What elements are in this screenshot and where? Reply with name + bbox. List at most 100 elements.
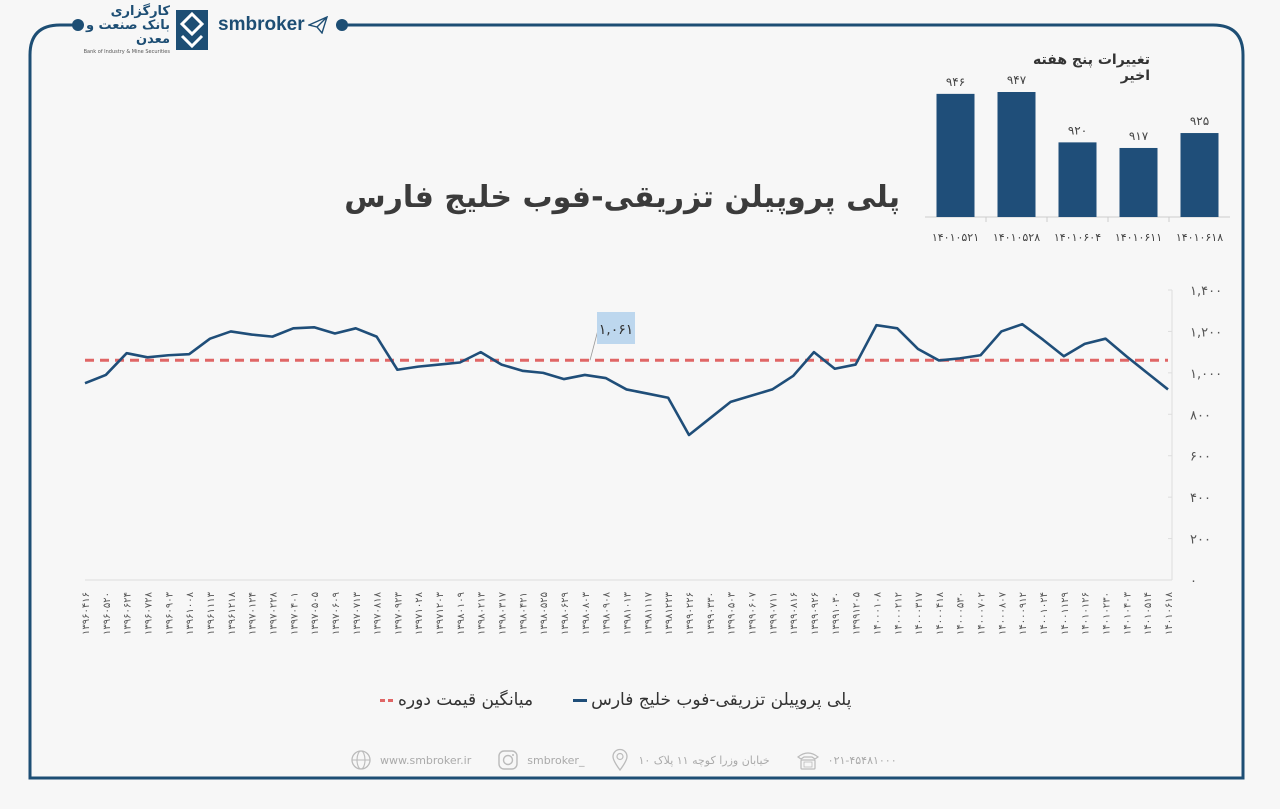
instagram-text: smbroker_ [527, 753, 585, 767]
x-tick-label: ۱۳۹۸۰۸۰۳ [581, 591, 592, 635]
y-tick-label: ۱,۴۰۰ [1190, 284, 1222, 299]
telephone-icon [796, 752, 819, 770]
bar-value-label: ۹۱۷ [1129, 129, 1149, 143]
bar [997, 92, 1036, 217]
x-tick-label: ۱۳۹۶۱۲۱۸ [227, 591, 238, 635]
x-tick-label: ۱۳۹۶۰۶۲۴ [123, 592, 134, 635]
x-tick-label: ۱۴۰۱۰۴۰۳ [1122, 591, 1133, 635]
footer-phone[interactable]: ۰۲۱-۴۵۴۸۱۰۰۰ [796, 749, 897, 771]
x-tick-label: ۱۳۹۹۰۵۰۳ [727, 591, 738, 635]
x-tick-label: ۱۳۹۶۱۱۱۳ [206, 591, 217, 635]
x-tick-label: ۱۴۰۰۰۷۰۲ [977, 592, 988, 635]
x-tick-label: ۱۴۰۰۰۹۱۲ [1018, 592, 1029, 635]
chart-legend: پلی پروپیلن تزریقی-فوب خلیج فارس میانگین… [380, 690, 851, 710]
y-tick-label: ۰ [1190, 574, 1197, 589]
x-tick-label: ۱۳۹۹۰۷۱۱ [768, 592, 779, 635]
x-tick-label: ۱۳۹۷۱۲۰۳ [435, 591, 446, 635]
x-tick-label: ۱۳۹۷۰۷۱۳ [352, 591, 363, 635]
y-tick-label: ۴۰۰ [1190, 491, 1211, 506]
x-tick-label: ۱۴۰۱۰۱۲۶ [1081, 592, 1092, 635]
footer: www.smbroker.ir smbroker_ خیابان وزرا کو… [350, 748, 897, 772]
y-tick-label: ۶۰۰ [1190, 450, 1211, 465]
price-line [84, 322, 1169, 437]
x-tick-label: ۱۴۰۰۰۲۱۲ [893, 592, 904, 635]
x-tick-label: ۱۳۹۹۰۲۲۶ [685, 592, 696, 635]
website-text: www.smbroker.ir [380, 753, 472, 767]
x-tick-label: ۱۳۹۷۰۶۰۹ [331, 592, 342, 635]
bar [936, 93, 975, 217]
x-tick-label: ۱۴۰۰۰۳۱۷ [914, 591, 925, 635]
x-tick-label: ۱۴۰۰۰۸۰۷ [997, 591, 1008, 635]
x-tick-label: ۱۳۹۸۰۶۲۹ [560, 592, 571, 635]
x-tick-label: ۱۳۹۹۰۶۰۷ [747, 591, 758, 635]
legend-line-swatch [573, 698, 588, 702]
x-tick-label: ۱۳۹۹۱۰۳۰ [831, 592, 842, 635]
x-tick-label: ۱۳۹۸۰۵۲۵ [539, 592, 550, 635]
bar-value-label: ۹۴۶ [946, 75, 965, 89]
bar-category-label: ۱۴۰۱۰۶۰۴ [1054, 231, 1101, 244]
x-tick-label: ۱۴۰۰۰۵۳۰ [956, 592, 967, 635]
y-tick-label: ۸۰۰ [1190, 408, 1211, 423]
bar [1180, 133, 1219, 217]
legend-series-label: پلی پروپیلن تزریقی-فوب خلیج فارس [591, 690, 852, 710]
bar [1058, 142, 1097, 217]
x-tick-label: ۱۴۰۱۰۶۱۸ [1164, 591, 1175, 635]
instagram-icon [498, 750, 518, 770]
x-tick-label: ۱۳۹۷۰۵۰۵ [310, 592, 321, 635]
x-tick-label: ۱۴۰۰۱۱۲۹ [1060, 592, 1071, 635]
x-tick-label: ۱۴۰۰۰۱۰۸ [872, 591, 883, 635]
x-tick-label: ۱۳۹۸۰۲۱۳ [477, 591, 488, 635]
legend-dash-swatch [380, 698, 394, 702]
x-tick-label: ۱۴۰۱۰۵۱۴ [1143, 592, 1154, 635]
logo-text-fa: کارگزاری بانک صنعت و معدن [85, 4, 170, 47]
y-tick-label: ۱,۲۰۰ [1190, 325, 1222, 340]
footer-website[interactable]: www.smbroker.ir [350, 749, 471, 771]
bar-category-label: ۱۴۰۱۰۵۲۱ [932, 231, 979, 244]
paper-plane-icon [307, 16, 328, 34]
average-annotation [597, 312, 635, 344]
bar-value-label: ۹۴۷ [1007, 73, 1027, 87]
location-pin-icon [612, 748, 629, 772]
x-tick-label: ۱۳۹۸۰۱۰۹ [456, 592, 467, 635]
x-tick-label: ۱۴۰۰۰۴۱۸ [935, 591, 946, 635]
bar-chart-title: تغییرات پنج هفته اخیر [1033, 52, 1150, 84]
x-tick-label: ۱۳۹۷۰۱۲۴ [248, 592, 259, 635]
chart-title: پلی پروپیلن تزریقی-فوب خلیج فارس [344, 180, 900, 215]
x-tick-label: ۱۳۹۶۰۴۱۶ [81, 592, 92, 635]
x-tick-label: ۱۴۰۰۱۰۲۴ [1039, 592, 1050, 635]
legend-item-average: میانگین قیمت دوره [380, 690, 533, 710]
x-tick-label: ۱۳۹۶۱۰۰۸ [185, 591, 196, 635]
bar-category-label: ۱۴۰۱۰۶۱۸ [1176, 231, 1223, 244]
average-annotation-label: ۱,۰۶۱ [599, 322, 634, 338]
legend-item-series: پلی پروپیلن تزریقی-فوب خلیج فارس [573, 690, 851, 710]
logo-mark-icon [176, 10, 208, 50]
x-tick-label: ۱۳۹۸۱۲۲۳ [664, 591, 675, 635]
globe-icon [351, 750, 371, 770]
x-tick-label: ۱۳۹۸۰۳۱۷ [498, 591, 509, 635]
x-tick-label: ۱۳۹۸۰۴۲۱ [518, 592, 529, 635]
x-tick-label: ۱۳۹۸۱۰۱۳ [623, 591, 634, 635]
footer-instagram[interactable]: smbroker_ [497, 749, 584, 771]
phone-text: ۰۲۱-۴۵۴۸۱۰۰۰ [827, 753, 897, 767]
x-tick-label: ۱۳۹۷۰۸۱۸ [373, 591, 384, 635]
x-tick-label: ۱۳۹۷۰۹۲۳ [393, 591, 404, 635]
x-tick-label: ۱۳۹۹۱۲۰۵ [852, 592, 863, 635]
x-tick-label: ۱۳۹۹۰۳۳۰ [706, 592, 717, 635]
address-text: خیابان وزرا کوچه ۱۱ پلاک ۱۰ [638, 753, 770, 767]
bar-value-label: ۹۲۰ [1068, 123, 1087, 137]
bar-value-label: ۹۲۵ [1190, 114, 1209, 128]
footer-address: خیابان وزرا کوچه ۱۱ پلاک ۱۰ [610, 748, 770, 772]
legend-average-label: میانگین قیمت دوره [398, 690, 534, 710]
y-tick-label: ۲۰۰ [1190, 533, 1211, 548]
x-tick-label: ۱۳۹۶۰۹۰۳ [164, 591, 175, 635]
bar-category-label: ۱۴۰۱۰۵۲۸ [993, 231, 1040, 244]
company-logo: کارگزاری بانک صنعت و معدن Bank of Indust… [80, 4, 208, 55]
x-tick-label: ۱۳۹۹۰۸۱۶ [789, 592, 800, 635]
x-tick-label: ۱۳۹۷۰۴۰۱ [289, 592, 300, 635]
brand: smbroker [218, 14, 328, 36]
x-tick-label: ۱۳۹۷۱۰۲۸ [414, 591, 425, 635]
x-tick-label: ۱۳۹۸۰۹۰۸ [602, 591, 613, 635]
